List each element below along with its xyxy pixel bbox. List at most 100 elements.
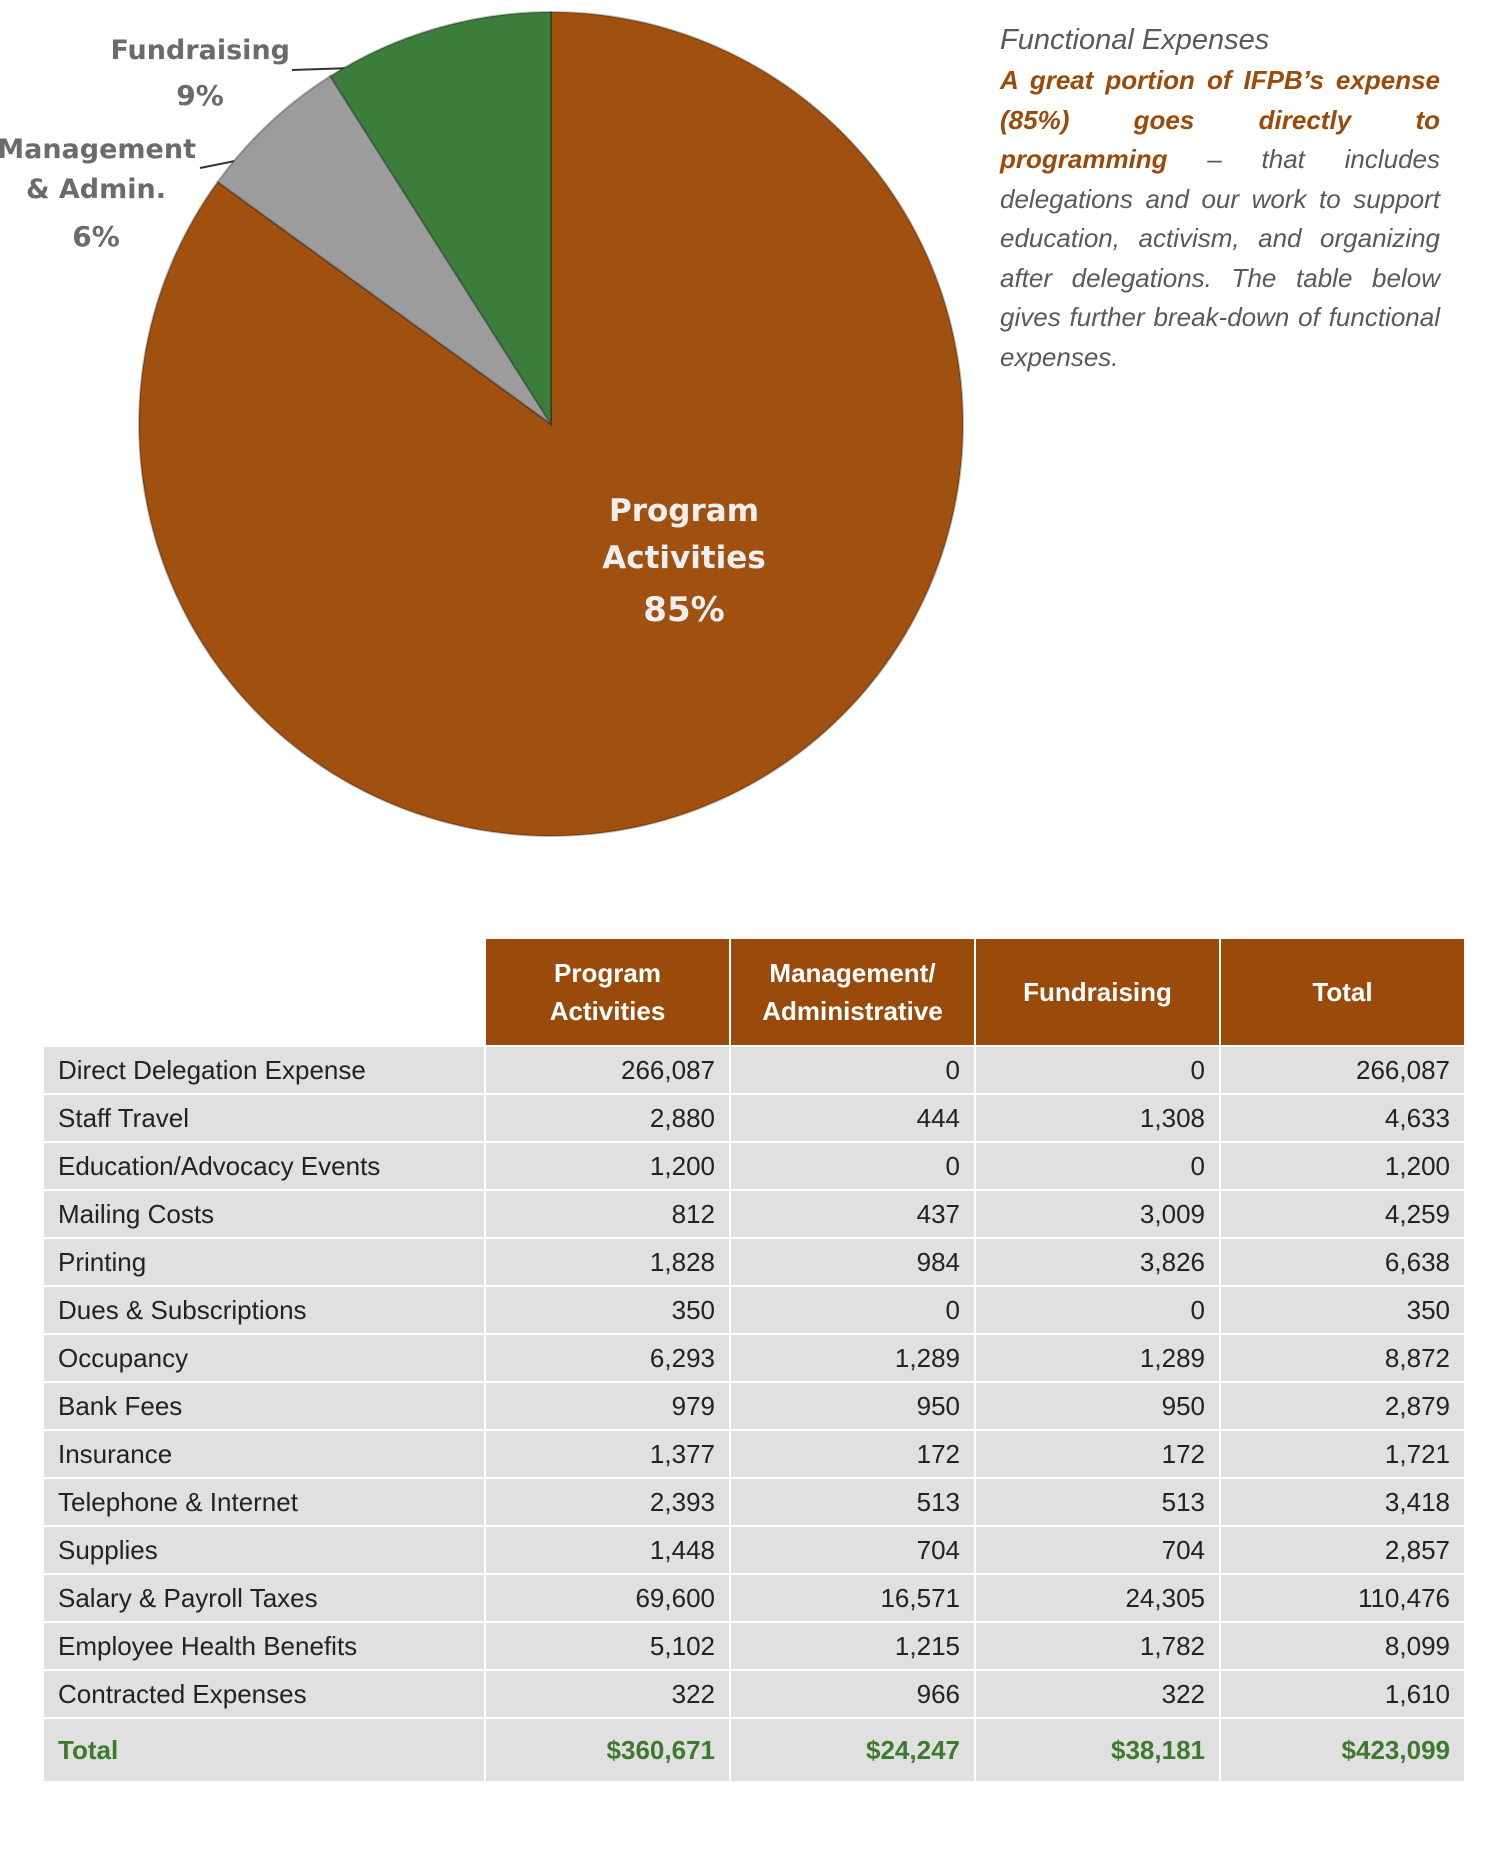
row-label: Mailing Costs: [42, 1189, 486, 1239]
cell: 950: [729, 1381, 976, 1431]
table-row: Supplies 1,448 704 704 2,857: [42, 1525, 1466, 1575]
expense-table: Program Activities Management/ Administra…: [42, 937, 1466, 1783]
row-label: Contracted Expenses: [42, 1669, 486, 1719]
cell: 0: [729, 1045, 976, 1095]
table-row: Bank Fees 979 950 950 2,879: [42, 1381, 1466, 1431]
cell: 1,448: [484, 1525, 731, 1575]
cell: 1,289: [974, 1333, 1221, 1383]
total-cell: $423,099: [1219, 1717, 1466, 1783]
table-row: Printing 1,828 984 3,826 6,638: [42, 1237, 1466, 1287]
cell: 950: [974, 1381, 1221, 1431]
row-label: Staff Travel: [42, 1093, 486, 1143]
cell: 322: [974, 1669, 1221, 1719]
cell: 1,200: [1219, 1141, 1466, 1191]
total-cell: $360,671: [484, 1717, 731, 1783]
cell: 172: [729, 1429, 976, 1479]
cell: 2,879: [1219, 1381, 1466, 1431]
table-row: Telephone & Internet 2,393 513 513 3,418: [42, 1477, 1466, 1527]
row-label: Telephone & Internet: [42, 1477, 486, 1527]
cell: 0: [974, 1285, 1221, 1335]
description: Functional Expenses A great portion of I…: [1000, 24, 1440, 377]
highlight: A great portion of IFPB’s expense (85%) …: [1000, 65, 1440, 174]
cell: 4,259: [1219, 1189, 1466, 1239]
row-label: Supplies: [42, 1525, 486, 1575]
cell: 172: [974, 1429, 1221, 1479]
row-label: Education/Advocacy Events: [42, 1141, 486, 1191]
header-text: Management/ Administrative: [762, 958, 943, 1026]
header-text: Program Activities: [549, 958, 666, 1026]
header-row: Program Activities Management/ Administra…: [42, 937, 1466, 1047]
row-label: Dues & Subscriptions: [42, 1285, 486, 1335]
cell: 1,215: [729, 1621, 976, 1671]
column-header: Fundraising: [974, 937, 1221, 1047]
header-text: Fundraising: [1023, 977, 1172, 1007]
cell: 350: [1219, 1285, 1466, 1335]
cell: 8,099: [1219, 1621, 1466, 1671]
column-header: Management/ Administrative: [729, 937, 976, 1047]
row-label: Occupancy: [42, 1333, 486, 1383]
cell: 1,610: [1219, 1669, 1466, 1719]
cell: 5,102: [484, 1621, 731, 1671]
table-row: Direct Delegation Expense 266,087 0 0 266,08…: [42, 1045, 1466, 1095]
cell: 0: [729, 1285, 976, 1335]
pie-slice: [328, 10, 552, 428]
cell: 2,393: [484, 1477, 731, 1527]
cell: 322: [484, 1669, 731, 1719]
cell: 3,418: [1219, 1477, 1466, 1527]
cell: 966: [729, 1669, 976, 1719]
cell: 6,293: [484, 1333, 731, 1383]
table-row: Education/Advocacy Events 1,200 0 0 1,200: [42, 1141, 1466, 1191]
cell: 513: [729, 1477, 976, 1527]
header-text: Total: [1312, 977, 1373, 1007]
pie-slice: [138, 10, 964, 837]
cell: 2,880: [484, 1093, 731, 1143]
total-cell: $24,247: [729, 1717, 976, 1783]
value-label: 6%: [72, 220, 120, 253]
cell: 6,638: [1219, 1237, 1466, 1287]
cell: 24,305: [974, 1573, 1221, 1623]
cell: 350: [484, 1285, 731, 1335]
column-header: Program Activities: [484, 937, 731, 1047]
slice-label: Program Activities: [602, 493, 766, 576]
cell: 704: [729, 1525, 976, 1575]
cell: 3,826: [974, 1237, 1221, 1287]
row-label: Bank Fees: [42, 1381, 486, 1431]
blank-cell: [42, 937, 486, 1047]
cell: 69,600: [484, 1573, 731, 1623]
row-label: Insurance: [42, 1429, 486, 1479]
cell: 4,633: [1219, 1093, 1466, 1143]
cell: 266,087: [1219, 1045, 1466, 1095]
cell: 444: [729, 1093, 976, 1143]
row-label: Printing: [42, 1237, 486, 1287]
text: – that includes delegations and our work…: [1000, 144, 1440, 372]
cell: 984: [729, 1237, 976, 1287]
cell: 1,200: [484, 1141, 731, 1191]
cell: 1,377: [484, 1429, 731, 1479]
cell: 16,571: [729, 1573, 976, 1623]
slice-label: Fundraising: [110, 35, 290, 66]
cell: 1,308: [974, 1093, 1221, 1143]
cell: 1,828: [484, 1237, 731, 1287]
cell: 266,087: [484, 1045, 731, 1095]
total-label: Total: [42, 1717, 486, 1783]
pie-slice: [216, 74, 552, 425]
paragraph: A great portion of IFPB’s expense (85%) …: [1000, 61, 1440, 377]
cell: 812: [484, 1189, 731, 1239]
total-row: Total $360,671 $24,247 $38,181 $423,099: [42, 1717, 1466, 1783]
row-label: Salary & Payroll Taxes: [42, 1573, 486, 1623]
cell: 0: [974, 1141, 1221, 1191]
table-row: Staff Travel 2,880 444 1,308 4,633: [42, 1093, 1466, 1143]
value-label: 9%: [176, 79, 224, 112]
table-row: Mailing Costs 812 437 3,009 4,259: [42, 1189, 1466, 1239]
value-label: 85%: [643, 590, 724, 630]
cell: 979: [484, 1381, 731, 1431]
table-row: Occupancy 6,293 1,289 1,289 8,872: [42, 1333, 1466, 1383]
table-row: Salary & Payroll Taxes 69,600 16,571 24,305…: [42, 1573, 1466, 1623]
cell: 0: [974, 1045, 1221, 1095]
cell: 513: [974, 1477, 1221, 1527]
cell: 1,782: [974, 1621, 1221, 1671]
row-label: Direct Delegation Expense: [42, 1045, 486, 1095]
cell: 8,872: [1219, 1333, 1466, 1383]
pie-chart: Program Activities 85% Management & Admin. 6%…: [0, 10, 964, 837]
